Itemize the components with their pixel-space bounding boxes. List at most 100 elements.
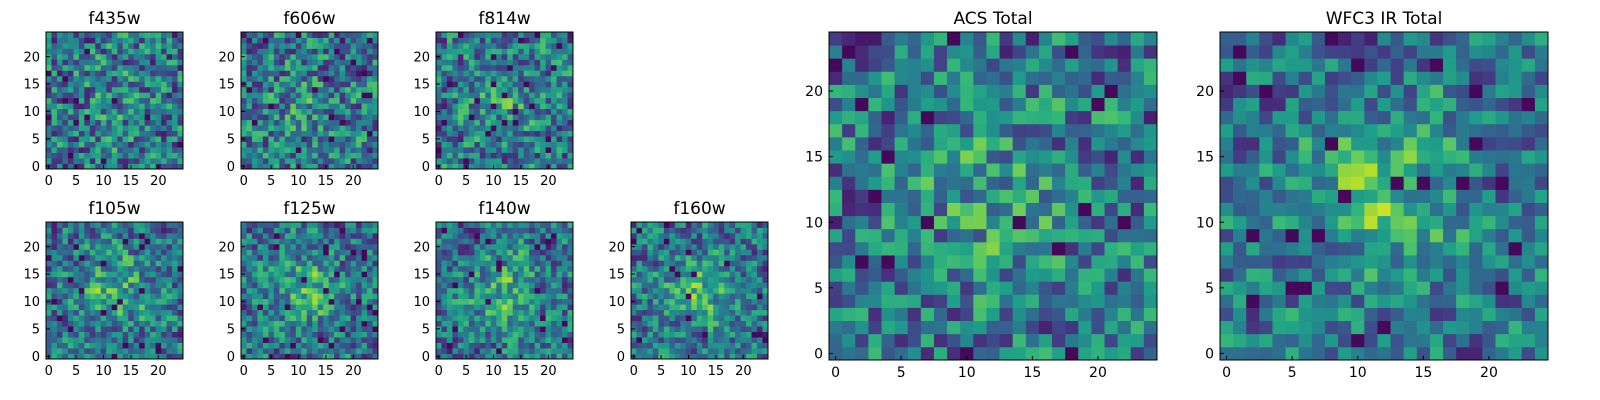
heatmap-cell xyxy=(496,136,503,142)
heatmap-cell xyxy=(356,249,362,256)
heatmap-cell xyxy=(1038,163,1053,177)
heatmap-cell xyxy=(73,147,80,153)
heatmap-cell xyxy=(62,152,69,159)
heatmap-cell xyxy=(540,315,546,322)
heatmap-cell xyxy=(729,331,736,338)
heatmap-cell xyxy=(479,75,486,82)
heatmap-cell xyxy=(62,320,69,327)
heatmap-cell xyxy=(562,152,568,159)
heatmap-cell xyxy=(1143,150,1158,164)
heatmap-cell xyxy=(144,353,151,360)
heatmap-cell xyxy=(177,315,184,322)
heatmap-cell xyxy=(740,304,747,311)
heatmap-cell xyxy=(117,320,124,327)
heatmap-cell xyxy=(735,232,741,239)
heatmap-cell xyxy=(328,298,335,305)
heatmap-cell xyxy=(512,293,519,300)
heatmap-cell xyxy=(372,222,379,228)
heatmap-cell xyxy=(518,136,525,142)
heatmap-cell xyxy=(1104,163,1119,177)
heatmap-cell xyxy=(496,337,503,343)
heatmap-cell xyxy=(468,254,475,261)
heatmap-cell xyxy=(463,309,470,316)
heatmap-cell xyxy=(262,331,269,338)
heatmap-cell xyxy=(51,315,58,322)
heatmap-cell xyxy=(128,114,135,121)
heatmap-cell xyxy=(262,81,269,88)
heatmap-cell xyxy=(441,238,448,245)
heatmap-cell xyxy=(562,53,568,60)
heatmap-cell xyxy=(457,304,464,311)
heatmap-cell xyxy=(740,238,747,245)
heatmap-cell xyxy=(441,32,448,38)
heatmap-cell xyxy=(350,70,357,77)
heatmap-cell xyxy=(78,70,85,77)
heatmap-cell xyxy=(496,282,503,289)
heatmap-cell xyxy=(1104,255,1119,269)
heatmap-cell xyxy=(350,114,357,121)
heatmap-cell xyxy=(674,315,681,322)
heatmap-cell xyxy=(1091,136,1105,151)
heatmap-cell xyxy=(680,326,687,332)
heatmap-cell xyxy=(306,125,313,132)
heatmap-cell xyxy=(246,282,253,289)
heatmap-cell xyxy=(339,136,346,142)
heatmap-cell xyxy=(155,86,162,93)
heatmap-cell xyxy=(762,260,769,267)
heatmap-cell xyxy=(523,86,530,93)
heatmap-cell xyxy=(436,315,442,322)
heatmap-cell xyxy=(507,331,514,338)
heatmap-cell xyxy=(496,254,503,261)
heatmap-cell xyxy=(334,32,341,38)
heatmap-cell xyxy=(246,147,253,153)
heatmap-cell xyxy=(474,53,481,60)
heatmap-cell xyxy=(631,315,637,322)
heatmap-cell xyxy=(161,342,167,349)
heatmap-cell xyxy=(345,130,351,137)
heatmap-cell xyxy=(545,59,552,66)
heatmap-cell xyxy=(474,64,481,71)
heatmap-cell xyxy=(241,130,247,137)
heatmap-cell xyxy=(62,37,69,44)
heatmap-cell xyxy=(133,326,140,332)
heatmap-cell xyxy=(479,243,486,250)
heatmap-cell xyxy=(73,59,80,66)
heatmap-cell xyxy=(301,130,308,137)
heatmap-cell xyxy=(441,136,448,142)
heatmap-cell xyxy=(106,249,113,256)
heatmap-cell xyxy=(724,326,731,332)
heatmap-cell xyxy=(518,265,525,272)
heatmap-cell xyxy=(523,53,530,60)
heatmap-cell xyxy=(436,254,442,261)
heatmap-cell xyxy=(468,97,475,104)
heatmap-cell xyxy=(301,271,308,278)
heatmap-cell xyxy=(56,249,63,256)
heatmap-cell xyxy=(735,249,741,256)
heatmap-cell xyxy=(1052,163,1066,177)
heatmap-cell xyxy=(89,309,96,316)
heatmap-cell xyxy=(663,222,670,228)
heatmap-cell xyxy=(485,287,492,294)
heatmap-cell xyxy=(986,281,1000,295)
heatmap-cell xyxy=(1130,346,1145,361)
heatmap-cell xyxy=(246,254,253,261)
heatmap-cell xyxy=(144,103,151,110)
heatmap-cell xyxy=(133,42,140,49)
heatmap-cell xyxy=(636,260,643,267)
heatmap-cell xyxy=(652,227,659,234)
heatmap-cell xyxy=(452,315,459,322)
heatmap-cell xyxy=(463,147,470,153)
heatmap-cell xyxy=(855,136,869,151)
heatmap-cell xyxy=(740,249,747,256)
heatmap-cell xyxy=(95,342,102,349)
heatmap-cell xyxy=(367,92,373,99)
heatmap-cell xyxy=(1143,307,1158,322)
heatmap-cell xyxy=(246,86,253,93)
heatmap-cell xyxy=(345,53,351,60)
heatmap-cell xyxy=(479,276,486,283)
heatmap-cell xyxy=(161,125,167,132)
heatmap-cell xyxy=(323,249,330,256)
heatmap-cell xyxy=(501,331,508,338)
heatmap-cell xyxy=(133,276,140,283)
heatmap-cell xyxy=(257,119,264,126)
